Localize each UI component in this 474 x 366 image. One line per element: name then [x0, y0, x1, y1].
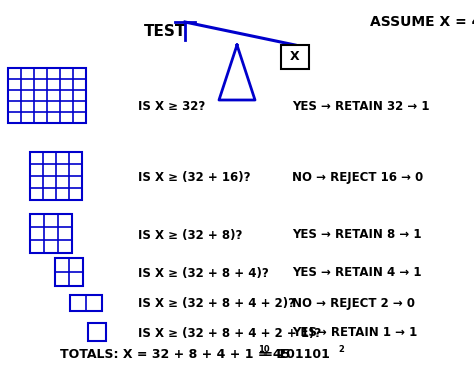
Bar: [30, 214, 72, 253]
Text: TEST: TEST: [144, 25, 186, 40]
Bar: [8, 68, 86, 123]
Text: 10: 10: [258, 346, 270, 355]
Text: X: X: [290, 51, 300, 63]
Text: YES → RETAIN 32 → 1: YES → RETAIN 32 → 1: [292, 101, 429, 113]
Text: IS X ≥ (32 + 16)?: IS X ≥ (32 + 16)?: [138, 172, 250, 184]
Text: NO → REJECT 2 → 0: NO → REJECT 2 → 0: [292, 298, 415, 310]
Text: IS X ≥ 32?: IS X ≥ 32?: [138, 101, 205, 113]
Text: IS X ≥ (32 + 8)?: IS X ≥ (32 + 8)?: [138, 228, 242, 242]
Text: IS X ≥ (32 + 8 + 4)?: IS X ≥ (32 + 8 + 4)?: [138, 266, 269, 280]
Text: YES→ RETAIN 1 → 1: YES→ RETAIN 1 → 1: [292, 326, 417, 340]
Text: 2: 2: [338, 346, 344, 355]
Text: YES → RETAIN 8 → 1: YES → RETAIN 8 → 1: [292, 228, 421, 242]
Text: IS X ≥ (32 + 8 + 4 + 2 + 1)?: IS X ≥ (32 + 8 + 4 + 2 + 1)?: [138, 326, 321, 340]
Text: NO → REJECT 16 → 0: NO → REJECT 16 → 0: [292, 172, 423, 184]
Bar: [30, 152, 82, 200]
Text: TOTALS: X = 32 + 8 + 4 + 1 = 45: TOTALS: X = 32 + 8 + 4 + 1 = 45: [60, 348, 291, 362]
Text: ASSUME X = 45: ASSUME X = 45: [370, 15, 474, 29]
Bar: [70, 295, 102, 311]
Bar: [281, 45, 309, 69]
Text: IS X ≥ (32 + 8 + 4 + 2)?: IS X ≥ (32 + 8 + 4 + 2)?: [138, 298, 295, 310]
Bar: [88, 323, 106, 341]
Text: = 101101: = 101101: [258, 348, 330, 362]
Text: YES → RETAIN 4 → 1: YES → RETAIN 4 → 1: [292, 266, 421, 280]
Bar: [55, 258, 83, 286]
